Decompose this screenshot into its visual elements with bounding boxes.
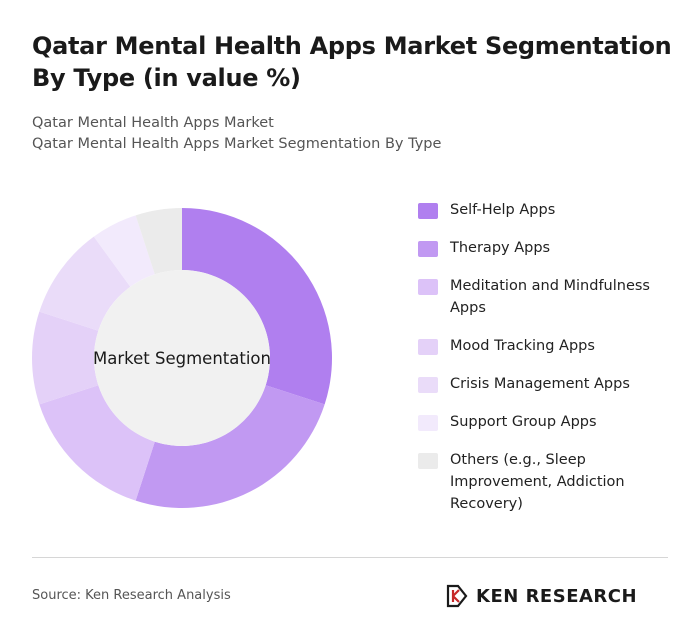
legend-label: Self-Help Apps xyxy=(450,202,556,218)
legend-item: Others (e.g., Sleep Improvement, Addicti… xyxy=(418,449,680,515)
legend-swatch xyxy=(418,453,438,469)
legend-swatch xyxy=(418,279,438,295)
slice-2 xyxy=(135,385,325,509)
ken-logo-icon xyxy=(446,584,468,608)
legend-label: Mood Tracking Apps xyxy=(450,338,595,354)
legend-label: Therapy Apps xyxy=(450,240,551,256)
slice-5 xyxy=(39,236,131,331)
center-label: Market Segmentation xyxy=(93,349,271,368)
legend-swatch xyxy=(418,415,438,431)
legend-label: Others (e.g., Sleep Improvement, Addicti… xyxy=(450,452,625,512)
legend-item: Mood Tracking Apps xyxy=(418,335,680,357)
chart-title: Qatar Mental Health Apps Market Segmenta… xyxy=(32,32,672,92)
legend-label: Crisis Management Apps xyxy=(450,376,630,392)
ken-research-logo: KEN RESEARCH xyxy=(446,583,637,609)
donut-chart: Market Segmentation xyxy=(32,208,332,509)
slice-4 xyxy=(32,311,99,405)
chart-subtitle: Qatar Mental Health Apps Market Qatar Me… xyxy=(32,113,672,155)
legend-item: Support Group Apps xyxy=(418,411,680,433)
legend-swatch xyxy=(418,241,438,257)
subtitle-line-2: Qatar Mental Health Apps Market Segmenta… xyxy=(32,136,442,152)
legend-label: Support Group Apps xyxy=(450,414,597,430)
legend-item: Meditation and Mindfulness Apps xyxy=(418,275,680,319)
logo-text: KEN RESEARCH xyxy=(476,585,638,607)
subtitle-line-1: Qatar Mental Health Apps Market xyxy=(32,115,274,131)
legend-label: Meditation and Mindfulness Apps xyxy=(450,278,650,316)
legend-swatch xyxy=(418,377,438,393)
donut-center xyxy=(94,270,270,446)
source-note: Source: Ken Research Analysis xyxy=(32,588,231,603)
chart-legend: Self-Help Apps Therapy Apps Meditation and… xyxy=(418,199,680,515)
slice-6 xyxy=(93,215,155,287)
legend-item: Self-Help Apps xyxy=(418,199,680,221)
legend-swatch xyxy=(418,339,438,355)
legend-swatch xyxy=(418,203,438,219)
slice-3 xyxy=(39,385,155,501)
slice-7 xyxy=(135,208,182,275)
footer-divider xyxy=(32,557,668,558)
donut-slices xyxy=(32,208,332,509)
slice-1 xyxy=(182,208,332,405)
legend-item: Crisis Management Apps xyxy=(418,373,680,395)
legend-item: Therapy Apps xyxy=(418,237,680,259)
